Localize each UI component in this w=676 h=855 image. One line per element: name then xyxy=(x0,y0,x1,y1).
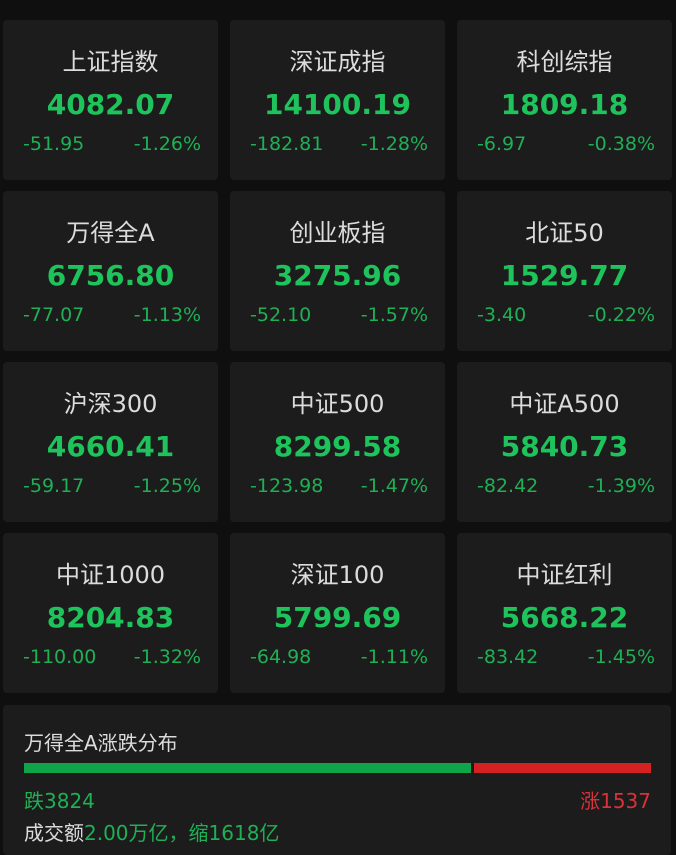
index-name: 万得全A xyxy=(66,219,155,247)
index-change-percent: -0.38% xyxy=(587,133,655,155)
index-name: 中证A500 xyxy=(509,390,620,418)
index-card[interactable]: 北证50 1529.77 -3.40 -0.22% xyxy=(457,191,672,351)
breadth-title: 万得全A涨跌分布 xyxy=(24,731,178,755)
index-price: 5668.22 xyxy=(500,601,629,634)
index-change-percent: -1.32% xyxy=(133,646,201,668)
index-price: 5799.69 xyxy=(273,601,402,634)
index-grid: 上证指数 4082.07 -51.95 -1.26% 深证成指 14100.19 … xyxy=(3,20,672,693)
index-change: -3.40 xyxy=(477,304,527,326)
index-price: 4660.41 xyxy=(46,430,175,463)
index-card[interactable]: 万得全A 6756.80 -77.07 -1.13% xyxy=(3,191,218,351)
index-price: 1809.18 xyxy=(500,88,629,121)
index-card[interactable]: 上证指数 4082.07 -51.95 -1.26% xyxy=(3,20,218,180)
index-price: 5840.73 xyxy=(500,430,629,463)
index-name: 上证指数 xyxy=(62,48,159,76)
index-price: 14100.19 xyxy=(263,88,411,121)
index-change: -52.10 xyxy=(250,304,312,326)
index-price: 1529.77 xyxy=(500,259,629,292)
index-change: -82.42 xyxy=(477,475,539,497)
index-name: 沪深300 xyxy=(63,390,158,418)
index-name: 中证1000 xyxy=(55,561,166,589)
index-name: 深证成指 xyxy=(289,48,386,76)
index-change-percent: -1.26% xyxy=(133,133,201,155)
down-count: 跌3824 xyxy=(24,789,95,813)
index-price: 8204.83 xyxy=(46,601,175,634)
index-change-percent: -1.47% xyxy=(360,475,428,497)
index-name: 深证100 xyxy=(290,561,385,589)
breadth-panel: 万得全A涨跌分布 跌3824 涨1537 成交额2.00万亿，缩1618亿 xyxy=(3,705,671,855)
turnover-value: 2.00万亿，缩1618亿 xyxy=(84,821,280,845)
index-change-percent: -1.28% xyxy=(360,133,428,155)
turnover: 成交额2.00万亿，缩1618亿 xyxy=(24,817,279,846)
index-name: 中证500 xyxy=(290,390,385,418)
turnover-label: 成交额 xyxy=(24,821,84,845)
index-card[interactable]: 深证成指 14100.19 -182.81 -1.28% xyxy=(230,20,445,180)
index-change-percent: -1.11% xyxy=(360,646,428,668)
index-change-percent: -1.45% xyxy=(587,646,655,668)
up-bar xyxy=(474,763,651,773)
index-card[interactable]: 中证500 8299.58 -123.98 -1.47% xyxy=(230,362,445,522)
index-change-percent: -1.13% xyxy=(133,304,201,326)
index-card[interactable]: 中证红利 5668.22 -83.42 -1.45% xyxy=(457,533,672,693)
index-name: 中证红利 xyxy=(516,561,613,589)
index-change: -77.07 xyxy=(23,304,85,326)
index-change: -123.98 xyxy=(250,475,324,497)
index-change-percent: -0.22% xyxy=(587,304,655,326)
up-count: 涨1537 xyxy=(580,789,651,813)
index-change: -110.00 xyxy=(23,646,97,668)
index-change-percent: -1.39% xyxy=(587,475,655,497)
index-price: 3275.96 xyxy=(273,259,402,292)
index-change-percent: -1.25% xyxy=(133,475,201,497)
index-change: -182.81 xyxy=(250,133,324,155)
index-change: -64.98 xyxy=(250,646,312,668)
index-card[interactable]: 深证100 5799.69 -64.98 -1.11% xyxy=(230,533,445,693)
down-bar xyxy=(24,763,472,773)
index-name: 北证50 xyxy=(525,219,604,247)
index-change: -83.42 xyxy=(477,646,539,668)
index-card[interactable]: 创业板指 3275.96 -52.10 -1.57% xyxy=(230,191,445,351)
index-name: 科创综指 xyxy=(516,48,613,76)
index-price: 4082.07 xyxy=(46,88,175,121)
index-change-percent: -1.57% xyxy=(360,304,428,326)
index-card[interactable]: 科创综指 1809.18 -6.97 -0.38% xyxy=(457,20,672,180)
index-price: 6756.80 xyxy=(46,259,175,292)
index-change: -51.95 xyxy=(23,133,85,155)
index-price: 8299.58 xyxy=(273,430,402,463)
index-card[interactable]: 中证1000 8204.83 -110.00 -1.32% xyxy=(3,533,218,693)
index-change: -59.17 xyxy=(23,475,85,497)
index-name: 创业板指 xyxy=(289,219,386,247)
breadth-bar xyxy=(24,763,651,773)
index-card[interactable]: 中证A500 5840.73 -82.42 -1.39% xyxy=(457,362,672,522)
index-card[interactable]: 沪深300 4660.41 -59.17 -1.25% xyxy=(3,362,218,522)
index-change: -6.97 xyxy=(477,133,527,155)
